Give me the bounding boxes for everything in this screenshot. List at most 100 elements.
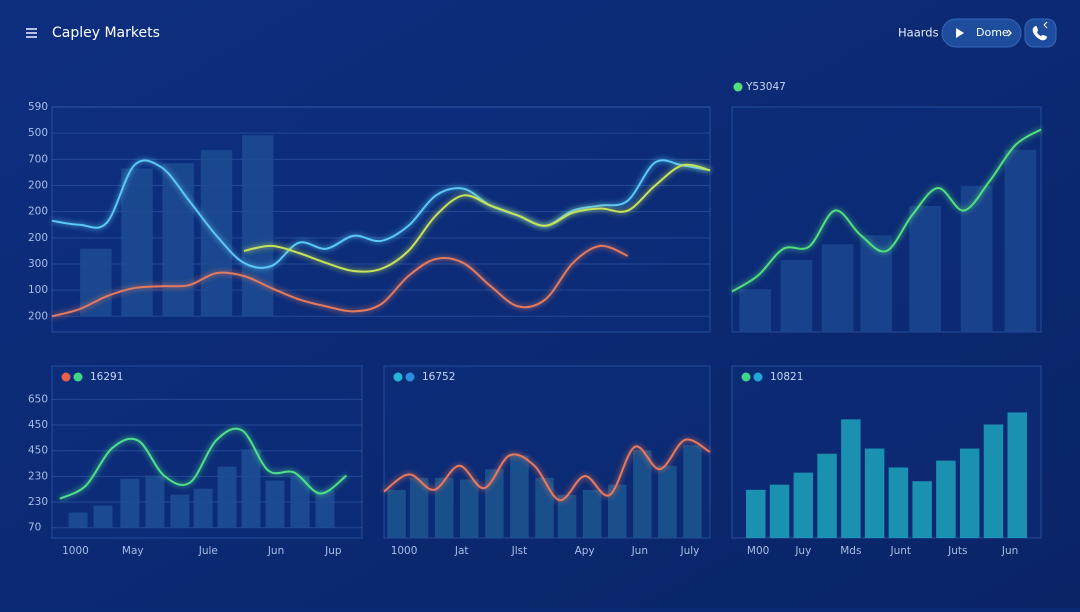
menu-icon[interactable] <box>26 28 37 38</box>
bar <box>960 185 993 332</box>
bar <box>93 505 113 528</box>
bar <box>909 206 941 332</box>
legend-dot <box>733 82 743 92</box>
bar <box>162 163 194 317</box>
call-button[interactable] <box>1024 18 1057 48</box>
bar <box>315 490 335 528</box>
bar <box>841 419 861 538</box>
legend-dot <box>73 372 83 382</box>
bar <box>1007 412 1027 538</box>
bar <box>683 445 702 538</box>
y-tick-label: 200 <box>28 179 48 191</box>
x-tick-label: Jat <box>454 545 469 557</box>
bar <box>535 477 554 538</box>
legend-dot <box>393 372 403 382</box>
bar <box>485 469 504 538</box>
y-tick-label: 200 <box>28 206 48 218</box>
chart-panel: 1000 Jat Jlst Apy Jun July 16752 <box>383 365 711 557</box>
x-tick-label: Jup <box>324 545 342 557</box>
x-tick-label: Apy <box>575 545 595 557</box>
bar <box>739 289 772 332</box>
x-tick-label: July <box>679 545 699 557</box>
y-tick-label: 650 <box>28 393 48 405</box>
bar <box>658 465 677 538</box>
bar <box>817 453 837 538</box>
x-tick-label: Jun <box>1001 545 1018 557</box>
line <box>51 244 629 318</box>
bar <box>936 460 956 538</box>
button-label[interactable]: Dome <box>976 26 1009 39</box>
y-tick-label: 200 <box>28 232 48 244</box>
x-tick-label: Jun <box>631 545 648 557</box>
bar <box>387 489 406 538</box>
bar <box>864 448 885 538</box>
bar <box>510 455 529 538</box>
y-tick-label: 100 <box>28 284 48 296</box>
line <box>731 128 1042 293</box>
panel-frame <box>51 106 711 333</box>
legend-dot <box>753 372 763 382</box>
bar <box>1004 149 1037 332</box>
y-tick-label: 200 <box>28 310 48 322</box>
bar <box>200 150 233 317</box>
bar <box>793 472 814 538</box>
bar <box>290 475 310 528</box>
nav-link[interactable]: Haards <box>898 26 939 40</box>
legend-dot <box>741 372 751 382</box>
legend-label: 16291 <box>90 371 123 383</box>
bar <box>582 489 602 538</box>
y-tick-label: 590 <box>28 101 48 113</box>
y-tick-label: 500 <box>28 127 48 139</box>
y-tick-label: 70 <box>28 522 41 534</box>
bar <box>888 467 909 538</box>
bar <box>409 477 429 538</box>
bar <box>80 248 112 317</box>
legend-label: Y53047 <box>745 81 786 93</box>
bar <box>557 495 577 538</box>
bar <box>746 489 766 538</box>
x-tick-label: Jun <box>267 545 284 557</box>
y-tick-label: 230 <box>28 496 48 508</box>
x-tick-label: 1000 <box>62 545 89 557</box>
bar <box>959 448 980 538</box>
line <box>51 159 711 269</box>
line <box>383 438 711 502</box>
line <box>243 163 711 273</box>
legend-dot <box>405 372 415 382</box>
bar <box>193 488 213 528</box>
bar <box>780 260 813 332</box>
bar <box>607 484 627 538</box>
app-title: Capley Markets <box>52 25 160 41</box>
legend-label: 16752 <box>422 371 455 383</box>
bar <box>170 494 190 528</box>
x-tick-label: Juy <box>794 545 811 557</box>
x-tick-label: Mds <box>840 545 861 557</box>
chart-panel: Y53047 <box>731 81 1042 333</box>
line <box>59 427 347 500</box>
x-tick-label: Jlst <box>511 545 528 557</box>
y-tick-label: 700 <box>28 153 48 165</box>
bar <box>912 481 932 538</box>
bar <box>821 244 854 332</box>
x-tick-label: Junt <box>889 545 911 557</box>
play-button[interactable]: Dome <box>941 18 1022 48</box>
bar <box>68 512 88 528</box>
y-tick-label: 230 <box>28 470 48 482</box>
y-tick-label: 450 <box>28 419 48 431</box>
chart-panel: M00 Juy Mds Junt Juts Jun 10821 <box>731 365 1042 557</box>
x-tick-label: M00 <box>747 545 769 557</box>
chart-panel: 590 500 700 200 200 200 300 100 200 <box>28 101 711 333</box>
bar <box>121 168 153 317</box>
x-tick-label: May <box>122 545 144 557</box>
bar <box>434 477 454 538</box>
legend-label: 10821 <box>770 371 803 383</box>
bar <box>633 450 652 538</box>
bar <box>217 466 237 528</box>
bar <box>120 478 140 528</box>
x-tick-label: Jule <box>198 545 218 557</box>
bar <box>983 424 1004 538</box>
y-tick-label: 450 <box>28 445 48 457</box>
x-tick-label: 1000 <box>391 545 418 557</box>
bar <box>460 479 479 538</box>
